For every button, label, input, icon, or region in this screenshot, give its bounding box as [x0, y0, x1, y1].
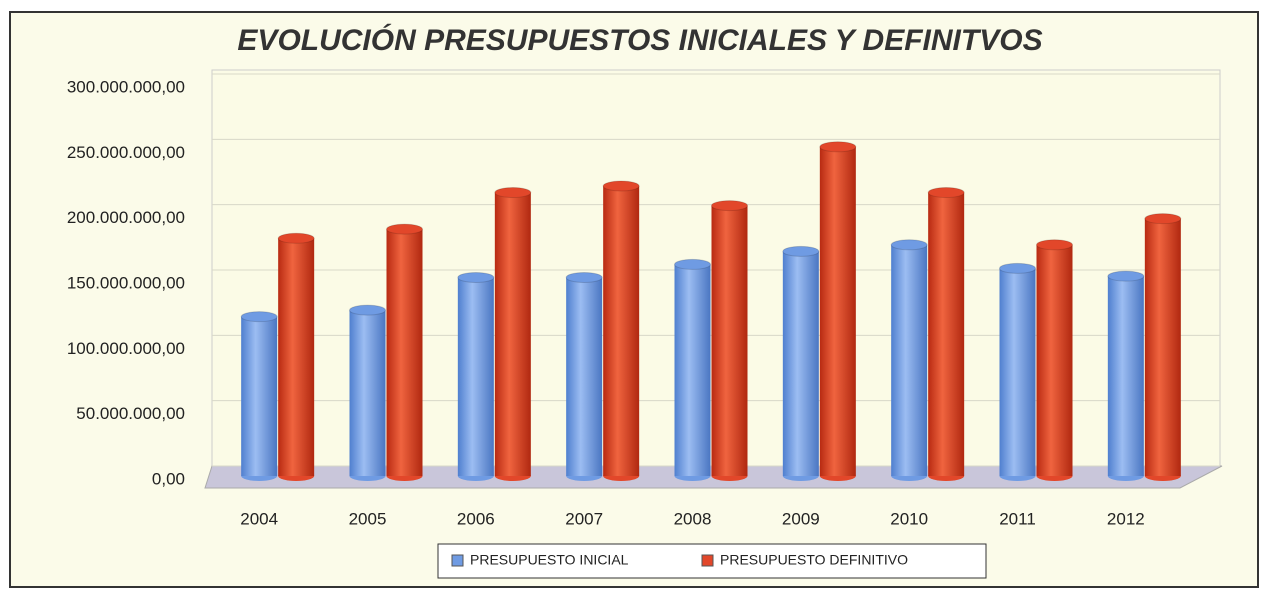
x-tick-label: 2008 [674, 509, 712, 528]
bar [566, 277, 603, 476]
bar [278, 238, 315, 476]
bar [674, 264, 711, 476]
legend-label: PRESUPUESTO DEFINITIVO [720, 552, 908, 568]
x-tick-label: 2010 [890, 509, 928, 528]
bar-top [1036, 239, 1073, 251]
bar [386, 229, 423, 476]
y-tick-label: 0,00 [152, 469, 185, 488]
bar-top [711, 200, 748, 212]
bar-top [602, 180, 640, 192]
bar [603, 186, 640, 476]
y-tick-label: 100.000.000,00 [67, 339, 185, 358]
bar-top [890, 239, 928, 251]
bar [819, 146, 856, 477]
bar-top [1107, 270, 1145, 282]
x-tick-label: 2007 [565, 509, 603, 528]
bar-top [240, 311, 278, 323]
bar-top [494, 187, 532, 199]
bar-top [386, 223, 423, 235]
legend-swatch [701, 554, 714, 567]
bar [1144, 218, 1181, 476]
x-tick-label: 2006 [457, 509, 495, 528]
x-tick-label: 2004 [240, 509, 278, 528]
bar [782, 251, 819, 476]
bar-top [457, 271, 495, 283]
bar-top [782, 245, 820, 257]
y-tick-label: 300.000.000,00 [67, 77, 185, 96]
bar-top [819, 141, 857, 153]
y-tick-label: 250.000.000,00 [67, 143, 185, 162]
bar [928, 192, 965, 477]
bar [711, 205, 748, 476]
bar [349, 310, 386, 476]
y-tick-label: 50.000.000,00 [76, 404, 185, 423]
bar [494, 192, 531, 477]
bar-top [674, 258, 711, 270]
x-tick-label: 2011 [999, 509, 1036, 528]
bar-top [927, 187, 965, 199]
x-tick-label: 2005 [349, 509, 387, 528]
bar-top [999, 262, 1036, 274]
bar [457, 277, 494, 476]
bar-top [277, 232, 315, 244]
legend-label: PRESUPUESTO INICIAL [470, 552, 629, 568]
x-tick-label: 2009 [782, 509, 820, 528]
bar [1107, 276, 1144, 476]
y-tick-label: 150.000.000,00 [67, 273, 185, 292]
x-tick-label: 2012 [1107, 509, 1145, 528]
y-tick-label: 200.000.000,00 [67, 208, 185, 227]
bar-top [349, 304, 386, 316]
bar-top [565, 271, 603, 283]
bar [891, 244, 928, 476]
bar [999, 268, 1036, 476]
legend-swatch [451, 554, 464, 567]
bar [1036, 244, 1073, 476]
chart-title: EVOLUCIÓN PRESUPUESTOS INICIALES Y DEFIN… [237, 23, 1042, 57]
bar [241, 316, 278, 476]
bar-top [1144, 213, 1182, 225]
